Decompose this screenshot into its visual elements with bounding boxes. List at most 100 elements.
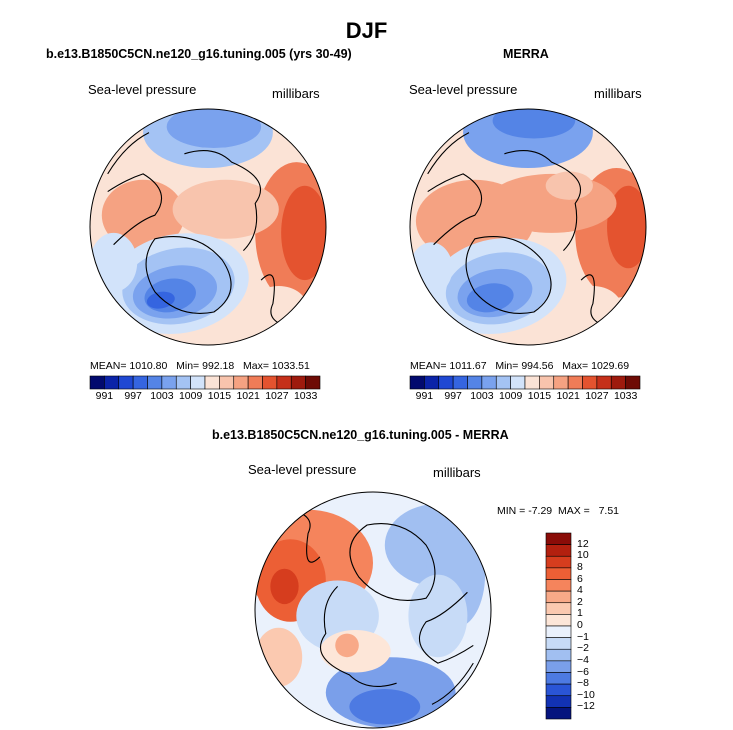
difference-max-value: 7.51 — [598, 505, 620, 517]
map-boundary — [89, 108, 327, 346]
colorbar-tick-label: 1 — [577, 607, 583, 620]
merra-mean-value: 1011.67 — [449, 360, 487, 372]
colorbar-swatch — [495, 375, 511, 390]
coastline — [184, 150, 261, 251]
colorbar-swatch — [132, 375, 148, 390]
colorbar-swatch — [247, 375, 263, 390]
pressure-region — [146, 291, 175, 309]
colorbar-tick-label: 1033 — [293, 390, 318, 402]
pressure-region — [545, 171, 593, 200]
model-slp-map — [89, 108, 327, 346]
colorbar-swatch — [539, 375, 555, 390]
model-mean-label: MEAN= — [90, 360, 127, 372]
colorbar-tick-label: 1009 — [178, 390, 203, 402]
colorbar-tick-label: 1015 — [527, 390, 552, 402]
colorbar-swatch — [262, 375, 278, 390]
model-stats: MEAN= 1010.80 Min= 992.18 Max= 1033.51 — [90, 360, 310, 372]
figure-title: DJF — [345, 18, 388, 43]
coastline — [107, 132, 150, 175]
colorbar-swatch — [467, 375, 483, 390]
map-boundary — [254, 491, 492, 729]
colorbar-swatch — [567, 375, 583, 390]
colorbar-tick-label: 1027 — [265, 390, 289, 402]
colorbar-tick-label: 1003 — [470, 390, 494, 402]
pressure-region — [172, 179, 279, 239]
difference-units-label: millibars — [433, 465, 481, 480]
colorbar-tick-label: −4 — [577, 653, 589, 666]
merra-mean-label: MEAN= — [410, 360, 447, 372]
pressure-region — [335, 633, 359, 658]
pressure-region — [270, 568, 299, 605]
colorbar-swatch — [305, 375, 321, 390]
merra-stats: MEAN= 1011.67 Min= 994.56 Max= 1029.69 — [410, 360, 629, 372]
merra-colorbar — [409, 375, 641, 390]
colorbar-swatch — [545, 614, 572, 627]
colorbar-swatch — [204, 375, 220, 390]
colorbar-tick-label: 1015 — [207, 390, 232, 402]
colorbar-tick-label: 1033 — [613, 390, 638, 402]
model-units-label: millibars — [272, 86, 320, 101]
colorbar-swatch — [276, 375, 292, 390]
colorbar-tick-label: 991 — [95, 390, 114, 402]
colorbar-swatch — [290, 375, 306, 390]
colorbar-tick-label: 1009 — [498, 390, 523, 402]
pressure-region — [607, 185, 646, 269]
colorbar-tick-label: 6 — [577, 572, 583, 585]
colorbar-tick-label: 4 — [577, 584, 583, 597]
model-colorbar — [89, 375, 321, 390]
colorbar-swatch — [190, 375, 206, 390]
colorbar-swatch — [545, 672, 572, 685]
colorbar-tick-label: 8 — [577, 560, 583, 573]
colorbar-tick-label: 991 — [415, 390, 434, 402]
model-min-value: 992.18 — [202, 360, 235, 372]
colorbar-swatch — [545, 544, 572, 557]
pressure-region — [101, 179, 185, 251]
colorbar-tick-label: 1003 — [150, 390, 174, 402]
colorbar-swatch — [545, 532, 572, 545]
colorbar-swatch — [545, 648, 572, 662]
colorbar-tick-label: −12 — [577, 700, 595, 713]
model-max-value: 1033.51 — [271, 360, 310, 372]
colorbar-tick-label: 0 — [577, 619, 583, 631]
coastline — [465, 236, 552, 314]
model-min-label: Min= — [176, 360, 200, 372]
colorbar-swatch — [161, 375, 177, 390]
colorbar-tick-label: −10 — [577, 688, 595, 701]
pressure-region — [466, 283, 514, 313]
pressure-region — [166, 109, 262, 148]
coastline — [427, 132, 470, 175]
colorbar-swatch — [545, 707, 572, 720]
merra-units-label: millibars — [594, 86, 642, 101]
colorbar-swatch — [510, 375, 526, 390]
colorbar-swatch — [219, 375, 235, 390]
colorbar-swatch — [545, 660, 572, 673]
colorbar-swatch — [545, 555, 572, 569]
colorbar-swatch — [610, 375, 626, 390]
colorbar-swatch — [582, 375, 598, 390]
colorbar-swatch — [452, 375, 468, 390]
pressure-region — [492, 109, 576, 139]
difference-colorbar — [545, 532, 572, 720]
colorbar-swatch — [545, 590, 572, 604]
colorbar-swatch — [524, 375, 540, 390]
colorbar-swatch — [409, 375, 425, 390]
colorbar-swatch — [175, 375, 191, 390]
colorbar-swatch — [118, 375, 134, 390]
colorbar-tick-label: 12 — [577, 537, 589, 550]
model-mean-value: 1010.80 — [129, 360, 168, 372]
colorbar-tick-label: 1027 — [585, 390, 609, 402]
colorbar-tick-label: 997 — [124, 390, 142, 402]
colorbar-swatch — [438, 375, 454, 390]
difference-panel-title: b.e13.B1850C5CN.ne120_g16.tuning.005 - M… — [212, 428, 509, 442]
difference-min-label: MIN = — [497, 505, 526, 517]
colorbar-swatch — [545, 683, 572, 697]
pressure-region — [90, 232, 138, 292]
colorbar-swatch — [545, 637, 572, 650]
colorbar-swatch — [545, 625, 572, 638]
coastline — [504, 150, 581, 251]
colorbar-swatch — [147, 375, 163, 390]
colorbar-swatch — [545, 695, 572, 708]
map-boundary — [409, 108, 647, 346]
difference-slp-map — [254, 491, 492, 729]
